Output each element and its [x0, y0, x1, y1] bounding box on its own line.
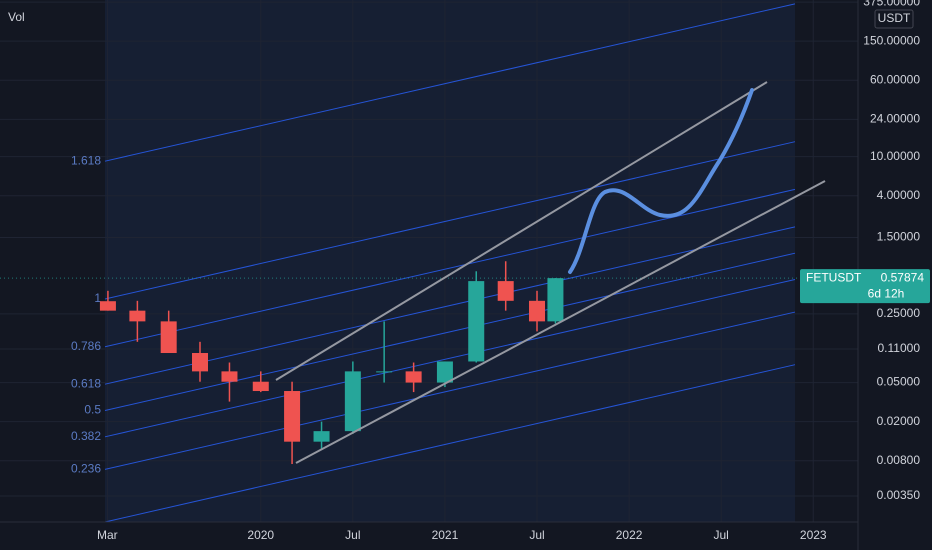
fib-line: [104, 252, 796, 411]
fib-base: [104, 364, 796, 523]
x-tick-label: 2020: [247, 528, 274, 542]
fib-line: [104, 279, 796, 438]
fib-line: [104, 3, 796, 162]
y-tick-label: 0.25000: [877, 306, 921, 320]
candle-body: [99, 301, 116, 311]
y-tick-label: 0.00350: [877, 488, 921, 502]
fib-zone: [105, 0, 795, 522]
candle-body: [252, 381, 269, 392]
candle-body: [547, 278, 564, 322]
fib-label: 0.382: [71, 429, 101, 443]
candle-body: [221, 371, 238, 382]
x-tick-label: Jul: [345, 528, 360, 542]
x-tick-label: Jul: [713, 528, 728, 542]
candle-body: [313, 431, 330, 442]
y-tick-label: 150.00000: [863, 33, 920, 47]
y-tick-label: 0.11000: [878, 341, 921, 355]
candle-body: [191, 353, 208, 372]
candle-body: [344, 371, 361, 432]
grid: [0, 0, 858, 522]
fib-channel: 1.618 1 0.786 0.618 0.5 0.382 0.236: [71, 3, 796, 523]
candle-body: [436, 361, 453, 383]
x-tick-label: 2023: [800, 528, 827, 542]
fib-line: [104, 311, 796, 470]
channel-upper: [275, 81, 768, 381]
currency-box[interactable]: [874, 9, 914, 29]
y-tick-label: 24.00000: [870, 111, 920, 125]
y-tick-label: 375.00000: [863, 0, 920, 8]
candle-body: [376, 371, 393, 373]
y-tick-label: 60.00000: [870, 72, 920, 86]
x-tick-label: Jul: [529, 528, 544, 542]
candle-body: [497, 281, 514, 301]
fib-line: [104, 141, 796, 300]
candle-body: [529, 300, 546, 322]
channel-lower: [295, 180, 826, 464]
y-tick-label: 1.50000: [877, 230, 921, 244]
fib-label: 0.618: [71, 376, 101, 390]
candles: [0, 261, 858, 465]
time-axis: [0, 522, 858, 550]
y-tick-label: 0.00800: [877, 453, 921, 467]
fib-label: 0.5: [84, 403, 101, 417]
fib-label: 1: [94, 291, 101, 305]
candle-body: [284, 391, 301, 442]
x-tick-label: 2021: [432, 528, 459, 542]
price-label: 0.57874: [881, 270, 925, 284]
fib-label: 0.786: [71, 339, 101, 353]
y-tick-label: 0.02000: [877, 414, 921, 428]
axes: 375.00000 150.00000 60.00000 24.00000 10.000…: [97, 0, 930, 542]
indicator-label: Vol: [8, 10, 25, 24]
projection-curve: [568, 88, 754, 274]
x-tick-label: Mar: [97, 528, 118, 542]
candle-body: [405, 371, 422, 383]
x-tick-label: 2022: [616, 528, 643, 542]
fib-line: [104, 226, 796, 385]
y-tick-label: 4.00000: [877, 188, 921, 202]
candle-body: [468, 281, 485, 362]
price-tag: [800, 269, 930, 304]
fib-label: 1.618: [71, 153, 101, 167]
symbol-label: FETUSDT: [806, 270, 862, 284]
candle-body: [129, 310, 146, 322]
y-tick-label: 0.05000: [877, 375, 921, 389]
candle-body: [160, 321, 177, 354]
fib-line: [104, 188, 796, 348]
fib-label: 0.236: [71, 462, 101, 476]
countdown-label: 6d 12h: [868, 286, 905, 300]
y-tick-label: 10.00000: [870, 149, 920, 163]
currency-label[interactable]: USDT: [878, 11, 911, 25]
